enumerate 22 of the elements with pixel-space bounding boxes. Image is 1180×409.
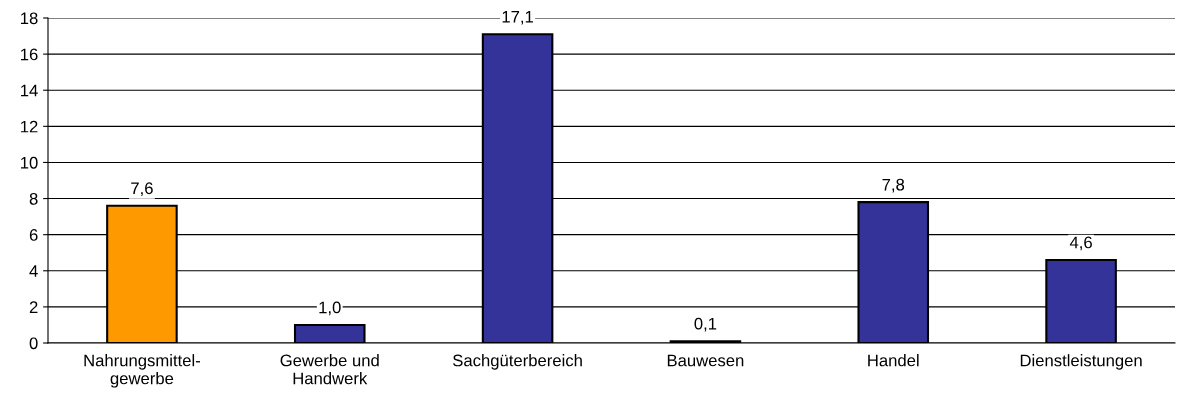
data-label: 0,1	[694, 317, 717, 332]
y-tick-label: 18	[21, 12, 38, 25]
data-label: 1,0	[319, 301, 341, 316]
x-tick-label: Gewerbe und Handwerk	[280, 354, 379, 385]
data-label: 7,6	[131, 182, 153, 197]
y-tick-label: 16	[21, 48, 38, 61]
y-tick-label: 6	[29, 229, 38, 241]
x-tick-label: Bauwesen	[667, 354, 744, 367]
x-tick-label: Nahrungsmittel- gewerbe	[84, 354, 200, 388]
y-tick-label: 4	[29, 265, 38, 277]
y-tick-label: 2	[29, 301, 38, 313]
y-tick-label: 14	[21, 84, 38, 97]
data-label: 7,8	[882, 178, 905, 193]
x-tick-label: Sachgüterbereich	[453, 354, 582, 370]
y-tick-label: 0	[29, 337, 38, 350]
data-label: 17,1	[502, 10, 533, 25]
y-tick-label: 8	[29, 192, 38, 205]
data-label: 4,6	[1069, 236, 1092, 251]
y-tick-label: 10	[21, 156, 38, 169]
y-tick-label: 12	[21, 120, 38, 133]
x-tick-label: Handel	[868, 354, 919, 367]
x-tick-label: Dienstleistungen	[1020, 354, 1142, 370]
